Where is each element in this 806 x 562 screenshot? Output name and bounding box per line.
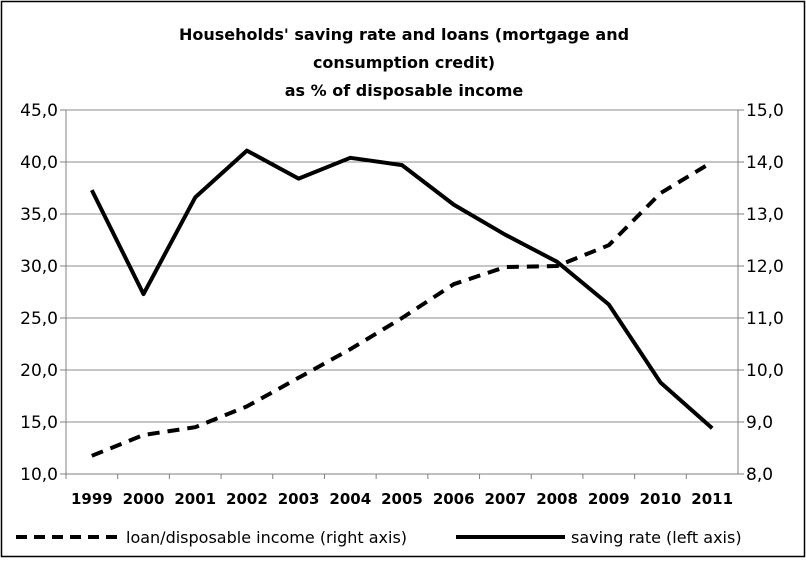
right-axis-tick-label: 14,0 xyxy=(746,153,784,173)
x-axis-tick-label: 2006 xyxy=(433,490,475,508)
chart-title: Households' saving rate and loans (mortg… xyxy=(179,25,629,100)
x-axis-tick-label: 2009 xyxy=(588,490,630,508)
left-axis-tick-label: 45,0 xyxy=(20,101,58,121)
left-axis-tick-label: 20,0 xyxy=(20,361,58,381)
right-axis-tick-label: 15,0 xyxy=(746,101,784,121)
x-axis-tick-label: 2010 xyxy=(640,490,682,508)
x-axis-tick-labels: 1999 2000 2001 2002 2003 2004 2005 2006 2007 2008… xyxy=(71,490,733,508)
right-axis-tick-label: 10,0 xyxy=(746,361,784,381)
right-axis-tick-label: 13,0 xyxy=(746,205,784,225)
series-line-saving-rate xyxy=(90,148,714,430)
right-axis-tick-label: 8,0 xyxy=(746,465,773,485)
chart-title-line-1: Households' saving rate and loans (mortg… xyxy=(179,25,629,44)
x-axis-tick-label: 1999 xyxy=(71,490,113,508)
x-axis-tick-label: 2011 xyxy=(691,490,733,508)
left-axis-tick-label: 40,0 xyxy=(20,153,58,173)
legend-label-loan: loan/disposable income (right axis) xyxy=(126,528,407,547)
right-axis-tick-label: 11,0 xyxy=(746,309,784,329)
axes xyxy=(60,109,744,479)
x-axis-tick-label: 2000 xyxy=(123,490,165,508)
legend: loan/disposable income (right axis) savi… xyxy=(16,528,742,547)
x-axis-tick-label: 2003 xyxy=(278,490,320,508)
chart-title-line-2: consumption credit) xyxy=(313,53,495,72)
x-axis-tick-label: 2008 xyxy=(536,490,578,508)
left-axis-tick-label: 15,0 xyxy=(20,413,58,433)
right-axis-tick-labels: 8,0 9,0 10,0 11,0 12,0 13,0 14,0 15,0 xyxy=(746,101,784,485)
legend-label-saving: saving rate (left axis) xyxy=(571,528,742,547)
gridlines xyxy=(66,109,738,423)
chart-title-line-3: as % of disposable income xyxy=(285,81,524,100)
x-axis-tick-label: 2007 xyxy=(485,490,527,508)
series-line-loan xyxy=(91,160,714,458)
series-lines xyxy=(90,148,714,458)
left-axis-tick-label: 25,0 xyxy=(20,309,58,329)
right-axis-tick-label: 12,0 xyxy=(746,257,784,277)
x-axis-tick-label: 2002 xyxy=(226,490,268,508)
left-axis-tick-label: 35,0 xyxy=(20,205,58,225)
x-axis-tick-label: 2005 xyxy=(381,490,423,508)
right-axis-tick-label: 9,0 xyxy=(746,413,773,433)
left-axis-tick-labels: 10,0 15,0 20,0 25,0 30,0 35,0 40,0 45,0 xyxy=(20,101,58,485)
left-axis-tick-label: 30,0 xyxy=(20,257,58,277)
left-axis-tick-label: 10,0 xyxy=(20,465,58,485)
x-axis-tick-label: 2001 xyxy=(174,490,216,508)
x-axis-tick-label: 2004 xyxy=(329,490,371,508)
